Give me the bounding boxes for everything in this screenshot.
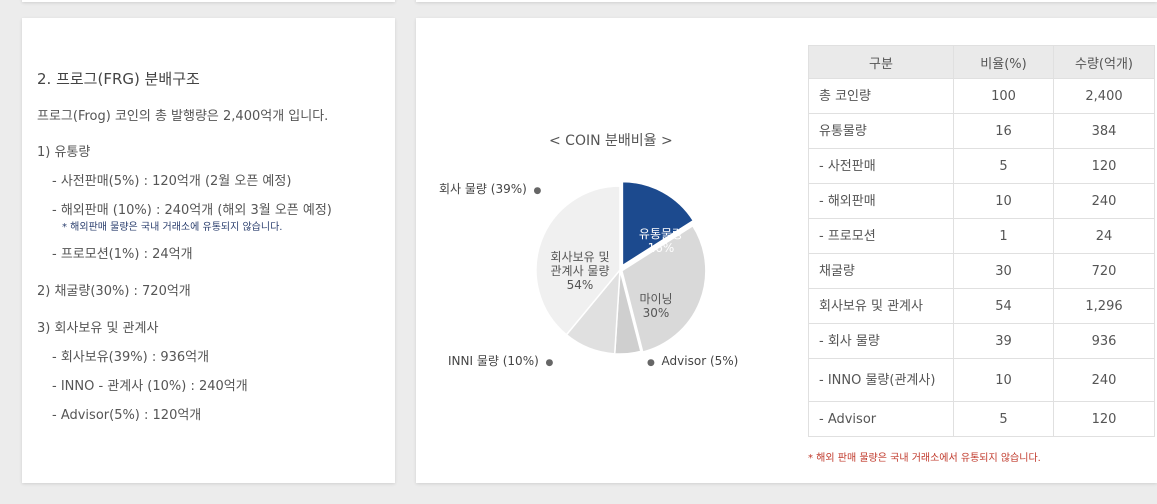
pie-chart-area: < COIN 분배비율 > 유통물량 16% 마이닝 30% 회사보유 및 관계사 물량 5…: [416, 18, 806, 483]
group3-item: - INNO - 관계사 (10%) : 240억개: [52, 379, 248, 394]
intro-text: 프로그(Frog) 코인의 총 발행량은 2,400억개 입니다.: [37, 109, 329, 124]
group1-title: 1) 유통량: [37, 145, 91, 160]
row-amount: 936: [1053, 323, 1155, 359]
table-row: - 해외판매 10 240: [808, 183, 1155, 219]
row-ratio: 5: [953, 148, 1054, 184]
pie-slice-0: [621, 180, 695, 267]
pie-slice-4: [535, 185, 621, 336]
table-row: 총 코인량 100 2,400: [808, 78, 1155, 114]
group1-item: - 해외판매 (10%) : 240억개 (해외 3월 오픈 예정): [52, 203, 332, 218]
row-ratio: 10: [953, 358, 1054, 402]
row-ratio: 39: [953, 323, 1054, 359]
row-name: - 프로모션: [808, 218, 954, 254]
row-amount: 384: [1053, 113, 1155, 149]
row-ratio: 5: [953, 401, 1054, 437]
section-title: 2. 프로그(FRG) 분배구조: [37, 70, 200, 88]
row-ratio: 16: [953, 113, 1054, 149]
row-ratio: 10: [953, 183, 1054, 219]
header-category: 구분: [808, 45, 954, 79]
row-amount: 240: [1053, 183, 1155, 219]
distribution-chart-card: < COIN 분배비율 > 유통물량 16% 마이닝 30% 회사보유 및 관계사 물량 5…: [416, 18, 1157, 483]
distribution-text-card: 2. 프로그(FRG) 분배구조 프로그(Frog) 코인의 총 발행량은 2,…: [22, 18, 395, 483]
label-advisor-text: Advisor (5%): [661, 354, 739, 368]
table-row: - 사전판매 5 120: [808, 148, 1155, 184]
table-note: * 해외 판매 물량은 국내 거래소에서 유통되지 않습니다.: [808, 453, 1041, 464]
row-amount: 24: [1053, 218, 1155, 254]
row-ratio: 54: [953, 288, 1054, 324]
group2-title: 2) 채굴량(30%) : 720억개: [37, 284, 191, 299]
row-amount: 2,400: [1053, 78, 1155, 114]
chart-title: < COIN 분배비율 >: [549, 133, 673, 149]
label-company: 회사 물량 (39%) ●: [439, 180, 541, 197]
table-row: - 프로모션 1 24: [808, 218, 1155, 254]
top-card-right: [416, 0, 1157, 2]
table-row: - Advisor 5 120: [808, 401, 1155, 437]
row-name: - 사전판매: [808, 148, 954, 184]
row-amount: 120: [1053, 148, 1155, 184]
pie-chart: 유통물량 16% 마이닝 30% 회사보유 및 관계사 물량 54%: [535, 180, 707, 355]
row-name: 유통물량: [808, 113, 954, 149]
label-inni-text: INNI 물량 (10%): [448, 354, 539, 368]
distribution-description: 2. 프로그(FRG) 분배구조 프로그(Frog) 코인의 총 발행량은 2,…: [37, 68, 387, 436]
row-amount: 120: [1053, 401, 1155, 437]
row-name: 회사보유 및 관계사: [808, 288, 954, 324]
pie-label-circulation: 유통물량 16%: [639, 227, 683, 255]
row-name: - INNO 물량(관계사): [808, 358, 954, 402]
group3-title: 3) 회사보유 및 관계사: [37, 321, 159, 336]
table-row: - INNO 물량(관계사) 10 240: [808, 358, 1155, 402]
row-amount: 240: [1053, 358, 1155, 402]
top-card-left: [22, 0, 395, 2]
table-row: 유통물량 16 384: [808, 113, 1155, 149]
row-amount: 720: [1053, 253, 1155, 289]
table-header-row: 구분 비율(%) 수량(억개): [808, 45, 1155, 79]
pie-label-company-group: 회사보유 및 관계사 물량 54%: [550, 250, 609, 292]
row-name: - 해외판매: [808, 183, 954, 219]
row-amount: 1,296: [1053, 288, 1155, 324]
row-ratio: 100: [953, 78, 1054, 114]
row-name: 채굴량: [808, 253, 954, 289]
label-inni: INNI 물량 (10%) ●: [448, 352, 553, 369]
distribution-table-area: 구분 비율(%) 수량(억개) 총 코인량 100 2,400 유통물량 16 …: [808, 45, 1156, 464]
label-advisor-dot: ●: [647, 358, 658, 368]
table-row: 채굴량 30 720: [808, 253, 1155, 289]
table-row: - 회사 물량 39 936: [808, 323, 1155, 359]
row-name: - Advisor: [808, 401, 954, 437]
label-company-dot: ●: [530, 186, 542, 196]
group3-item: - Advisor(5%) : 120억개: [52, 408, 202, 423]
group1-item: - 사전판매(5%) : 120억개 (2월 오픈 예정): [52, 174, 292, 189]
header-ratio: 비율(%): [953, 45, 1054, 79]
row-name: 총 코인량: [808, 78, 954, 114]
group1-item: - 프로모션(1%) : 24억개: [52, 247, 193, 262]
header-amount: 수량(억개): [1053, 45, 1155, 79]
label-company-text: 회사 물량 (39%): [439, 182, 527, 196]
row-ratio: 30: [953, 253, 1054, 289]
pie-label-mining: 마이닝 30%: [639, 292, 672, 320]
row-name: - 회사 물량: [808, 323, 954, 359]
pie-slice-1: [620, 224, 707, 354]
label-advisor: ● Advisor (5%): [647, 354, 738, 368]
distribution-table: 구분 비율(%) 수량(억개) 총 코인량 100 2,400 유통물량 16 …: [808, 45, 1155, 437]
group1-note: * 해외판매 물량은 국내 거래소에 유통되지 않습니다.: [62, 222, 283, 233]
label-inni-dot: ●: [542, 358, 554, 368]
group3-item: - 회사보유(39%) : 936억개: [52, 350, 210, 365]
row-ratio: 1: [953, 218, 1054, 254]
table-row: 회사보유 및 관계사 54 1,296: [808, 288, 1155, 324]
